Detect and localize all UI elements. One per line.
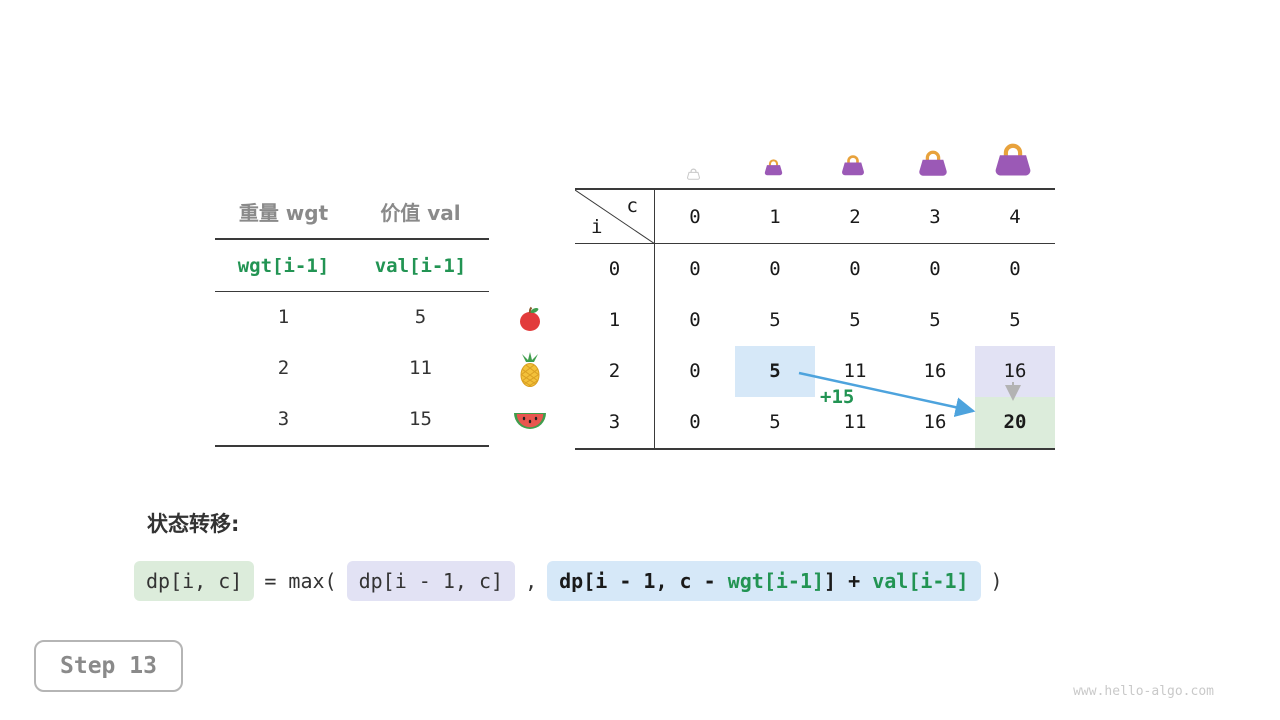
formula-comma: , xyxy=(525,569,538,593)
items-row-2: 2 11 xyxy=(215,343,489,394)
watermark: www.hello-algo.com xyxy=(1073,684,1214,699)
dp-table: c i 0 1 2 3 4 0 0 0 0 0 0 1 0 5 5 5 5 2 xyxy=(575,188,1055,450)
dp-row-0: 0 0 0 0 0 0 xyxy=(575,244,1055,295)
dp-row-header: 0 xyxy=(575,244,655,295)
items-row-1: 1 5 xyxy=(215,292,489,343)
items-var-row: wgt[i-1] val[i-1] xyxy=(215,240,489,292)
item-weight: 3 xyxy=(277,408,290,430)
item-value: 5 xyxy=(414,306,427,328)
added-value-label: +15 xyxy=(820,386,855,408)
item-weight: 1 xyxy=(277,306,290,328)
apple-icon xyxy=(516,305,544,337)
bag-icon-capacity-1 xyxy=(764,159,783,180)
dp-row-header: 1 xyxy=(575,295,655,346)
dp-cell: 5 xyxy=(769,411,781,433)
bag-icon-capacity-4 xyxy=(994,143,1032,181)
items-table-header: 重量 wgt 价值 val xyxy=(215,186,489,240)
bag-icon-capacity-0 xyxy=(687,165,700,184)
formula-close-paren: ) xyxy=(990,569,1003,593)
dp-cell: 0 xyxy=(689,309,701,331)
weight-column-header: 重量 wgt xyxy=(238,201,329,225)
dp-row-3: 3 0 5 11 16 20 xyxy=(575,397,1055,448)
pineapple-icon xyxy=(516,352,544,392)
items-table: 重量 wgt 价值 val wgt[i-1] val[i-1] 1 5 2 11… xyxy=(215,186,489,447)
dp-cell: 0 xyxy=(849,258,861,280)
dp-row-header: 3 xyxy=(575,397,655,448)
item-axis-label: i xyxy=(591,216,603,238)
dp-row-2: 2 0 5 11 16 16 xyxy=(575,346,1055,397)
capacity-axis-label: c xyxy=(626,195,638,217)
dp-header-row: c i 0 1 2 3 4 xyxy=(575,190,1055,244)
weight-var-label: wgt[i-1] xyxy=(237,255,330,277)
dp-cell-result-highlight: 20 xyxy=(975,397,1055,448)
formula-arg-skip: dp[i - 1, c] xyxy=(346,561,516,601)
value-column-header: 价值 val xyxy=(380,201,461,225)
item-weight: 2 xyxy=(277,357,290,379)
formula-lhs: dp[i, c] xyxy=(134,561,255,601)
dp-cell-source-highlight: 5 xyxy=(735,346,815,397)
dp-cell: 0 xyxy=(929,258,941,280)
dp-row-header: 2 xyxy=(575,346,655,397)
step-badge: Step 13 xyxy=(34,640,183,692)
dp-cell: 5 xyxy=(1009,309,1021,331)
dp-cell: 16 xyxy=(923,411,947,433)
items-row-3: 3 15 xyxy=(215,394,489,445)
dp-cell: 5 xyxy=(769,309,781,331)
dp-col-header: 1 xyxy=(769,206,781,228)
watermelon-icon xyxy=(513,409,547,436)
item-value: 15 xyxy=(409,408,432,430)
dp-col-header: 3 xyxy=(929,206,941,228)
formula-wgt-term: wgt[i-1] xyxy=(727,569,825,593)
formula-arg-take-part: dp[i - 1, c - xyxy=(559,569,728,593)
value-var-label: val[i-1] xyxy=(374,255,467,277)
dp-col-header: 2 xyxy=(849,206,861,228)
formula-arg-take: dp[i - 1, c - wgt[i-1]] + val[i-1] xyxy=(547,561,981,601)
item-value: 11 xyxy=(409,357,432,379)
formula-arg-take-part: ] + xyxy=(824,569,873,593)
dp-cell-above-highlight: 16 xyxy=(975,346,1055,397)
formula-val-term: val[i-1] xyxy=(872,569,969,593)
dp-cell: 16 xyxy=(923,360,947,382)
dp-cell: 0 xyxy=(689,360,701,382)
bag-icon-capacity-2 xyxy=(841,155,865,180)
dp-cell: 0 xyxy=(689,258,701,280)
formula-equals: = max( xyxy=(264,569,337,593)
dp-col-header: 0 xyxy=(689,206,701,228)
dp-cell: 5 xyxy=(849,309,861,331)
state-transition-formula: dp[i, c] = max( dp[i - 1, c] , dp[i - 1,… xyxy=(134,561,1003,601)
dp-cell: 11 xyxy=(843,411,867,433)
dp-col-header: 4 xyxy=(1009,206,1021,228)
dp-row-1: 1 0 5 5 5 5 xyxy=(575,295,1055,346)
dp-corner-cell: c i xyxy=(575,190,655,244)
dp-cell: 0 xyxy=(689,411,701,433)
bag-icon-capacity-3 xyxy=(918,150,948,181)
dp-cell: 5 xyxy=(929,309,941,331)
dp-cell: 0 xyxy=(769,258,781,280)
dp-cell: 0 xyxy=(1009,258,1021,280)
transition-label: 状态转移: xyxy=(147,512,240,536)
